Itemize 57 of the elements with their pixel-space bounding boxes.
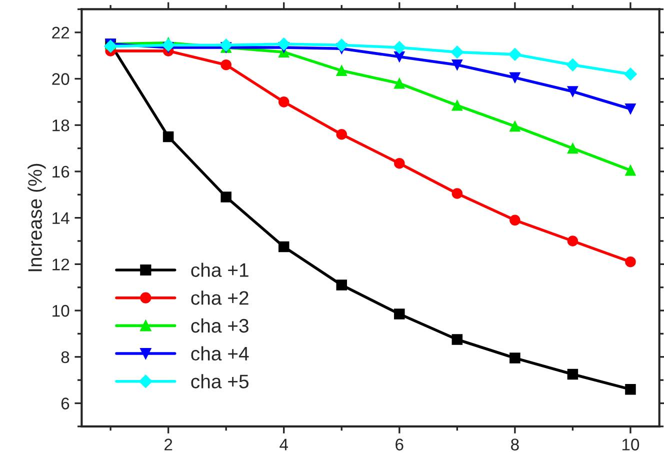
y-tick-label: 18 — [52, 120, 70, 132]
point — [220, 59, 232, 70]
x-tick-label: 10 — [622, 438, 640, 450]
point — [336, 65, 348, 76]
x-tick-label: 8 — [511, 438, 519, 450]
point — [336, 129, 348, 140]
point — [452, 334, 463, 345]
point — [510, 120, 520, 132]
point — [220, 192, 232, 202]
point — [162, 38, 175, 52]
point — [625, 104, 636, 114]
point — [392, 41, 406, 54]
y-tick-label: 8 — [61, 351, 70, 364]
point — [567, 142, 578, 154]
point — [336, 280, 348, 290]
point — [394, 158, 405, 169]
point — [567, 86, 578, 97]
y-tick-label: 20 — [52, 73, 70, 85]
point — [567, 368, 578, 380]
y-tick-label: 16 — [52, 166, 70, 178]
point — [278, 96, 290, 108]
point — [162, 131, 174, 142]
point — [452, 59, 463, 70]
y-tick-label: 6 — [61, 398, 70, 410]
point — [566, 58, 580, 72]
y-axis-title: Increase (%) — [28, 164, 46, 272]
point — [567, 236, 578, 246]
legend-label: cha +3 — [191, 318, 248, 333]
point — [625, 384, 636, 395]
point — [335, 38, 348, 52]
point — [510, 72, 520, 83]
point — [625, 164, 636, 176]
point — [624, 68, 637, 81]
x-tick-label: 4 — [280, 438, 288, 450]
point — [394, 308, 405, 320]
legend-label: cha +2 — [191, 290, 248, 305]
point — [104, 40, 117, 53]
point — [625, 256, 636, 268]
point — [510, 352, 520, 364]
point — [510, 214, 520, 226]
y-tick-label: 12 — [52, 258, 70, 270]
y-tick-label: 22 — [52, 26, 70, 38]
point — [452, 100, 463, 111]
point — [277, 38, 290, 50]
x-tick-label: 6 — [396, 438, 404, 450]
legend-label: cha +1 — [191, 262, 248, 277]
y-tick-label: 14 — [52, 212, 70, 224]
x-tick-label: 2 — [164, 438, 172, 450]
point — [394, 78, 405, 89]
point — [508, 48, 522, 61]
point — [278, 241, 290, 252]
legend-label: cha +5 — [191, 374, 248, 388]
legend-label: cha +4 — [191, 346, 249, 361]
y-tick-label: 10 — [52, 304, 70, 317]
point — [452, 188, 463, 199]
point — [450, 46, 464, 59]
point — [220, 38, 233, 52]
